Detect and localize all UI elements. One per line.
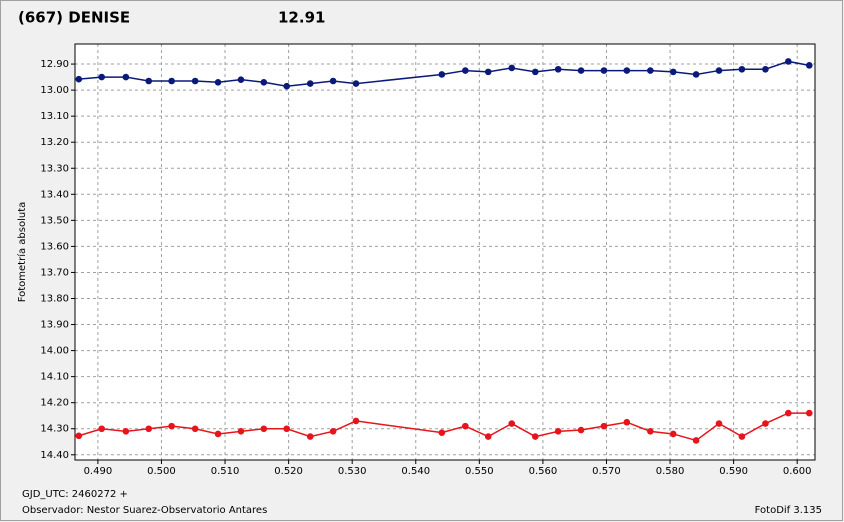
y-tick-label: 13.80 — [40, 293, 69, 304]
software: FotoDif 3.135 — [755, 505, 822, 516]
x-tick-label: 0.520 — [274, 466, 303, 477]
y-tick-label: 13.20 — [40, 137, 69, 148]
x-tick-label: 0.510 — [211, 466, 240, 477]
y-tick-label: 13.00 — [40, 85, 69, 96]
data-point — [191, 77, 199, 85]
data-point — [168, 77, 175, 85]
y-tick-label: 13.90 — [40, 320, 69, 331]
data-point — [145, 425, 153, 433]
series-line — [78, 60, 810, 87]
data-point — [692, 437, 700, 444]
x-tick-label: 0.580 — [656, 466, 685, 477]
data-point — [484, 433, 492, 440]
y-tick-label: 12.90 — [40, 59, 69, 70]
data-point — [715, 67, 723, 74]
data-point — [98, 425, 106, 433]
data-point — [577, 426, 585, 434]
plot-area — [75, 44, 815, 460]
y-tick-label: 14.30 — [40, 424, 69, 435]
data-point — [738, 65, 746, 73]
data-point — [554, 428, 562, 435]
y-tick-label: 14.10 — [40, 372, 69, 383]
y-tick-label: 14.00 — [40, 346, 69, 357]
data-point — [283, 425, 291, 433]
data-point — [462, 67, 469, 74]
data-point — [237, 428, 245, 435]
data-point — [122, 428, 130, 435]
data-point — [352, 417, 360, 425]
data-point — [738, 433, 746, 440]
data-point — [145, 77, 153, 85]
data-point — [647, 428, 654, 435]
data-point — [214, 78, 222, 86]
data-point — [762, 65, 769, 73]
data-point — [438, 429, 446, 436]
y-tick-label: 13.70 — [40, 267, 69, 278]
data-point — [122, 73, 130, 81]
x-tick-label: 0.560 — [529, 466, 558, 477]
data-point — [75, 75, 83, 83]
data-point — [283, 82, 291, 90]
y-axis-label: Fotometría absoluta — [16, 202, 28, 303]
data-point — [237, 76, 245, 83]
y-tick-label: 13.50 — [40, 215, 69, 226]
data-point — [647, 67, 654, 74]
data-point — [531, 433, 539, 440]
data-point — [462, 422, 469, 430]
data-point — [484, 68, 492, 76]
data-point — [191, 425, 199, 433]
data-point — [600, 422, 608, 430]
plot-border — [74, 43, 816, 461]
data-point — [784, 409, 792, 417]
data-point — [260, 78, 268, 86]
y-tick-label: 14.40 — [40, 450, 69, 461]
data-point — [438, 71, 446, 78]
data-point — [168, 422, 175, 430]
data-point — [214, 430, 222, 438]
data-point — [554, 65, 562, 73]
data-point — [306, 80, 314, 87]
data-point — [669, 430, 677, 438]
data-point — [805, 409, 813, 417]
data-point — [352, 80, 360, 87]
data-point — [600, 67, 608, 74]
data-point — [623, 67, 631, 74]
x-tick-label: 0.490 — [84, 466, 113, 477]
x-tick-label: 0.590 — [719, 466, 748, 477]
data-point — [329, 428, 337, 435]
x-tick-label: 0.570 — [592, 466, 621, 477]
data-point — [577, 67, 585, 74]
data-point — [75, 432, 83, 440]
data-point — [329, 77, 337, 85]
x-tick-label: 0.550 — [465, 466, 494, 477]
data-point — [623, 418, 631, 426]
data-point — [508, 64, 516, 72]
data-point — [669, 68, 677, 76]
data-point — [306, 433, 314, 440]
x-axis-label: GJD_UTC: 2460272 + — [22, 489, 128, 500]
x-tick-label: 0.500 — [147, 466, 176, 477]
series-line — [78, 412, 810, 442]
data-point — [715, 420, 723, 427]
data-point — [531, 68, 539, 76]
y-tick-label: 13.10 — [40, 111, 69, 122]
observer: Observador: Nestor Suarez-Observatorio A… — [22, 505, 267, 516]
data-point — [692, 71, 700, 78]
data-point — [508, 420, 516, 427]
y-tick-label: 14.20 — [40, 398, 69, 409]
y-tick-label: 13.60 — [40, 241, 69, 252]
data-point — [98, 73, 106, 81]
data-point — [762, 420, 769, 427]
data-point — [784, 58, 792, 65]
x-tick-label: 0.530 — [338, 466, 367, 477]
data-point — [805, 62, 813, 69]
x-tick-label: 0.540 — [401, 466, 430, 477]
magnitude: 12.91 — [278, 9, 325, 27]
y-tick-label: 13.30 — [40, 163, 69, 174]
x-tick-label: 0.600 — [783, 466, 812, 477]
chart-title: (667) DENISE — [18, 9, 130, 27]
y-tick-label: 13.40 — [40, 189, 69, 200]
data-point — [260, 425, 268, 433]
